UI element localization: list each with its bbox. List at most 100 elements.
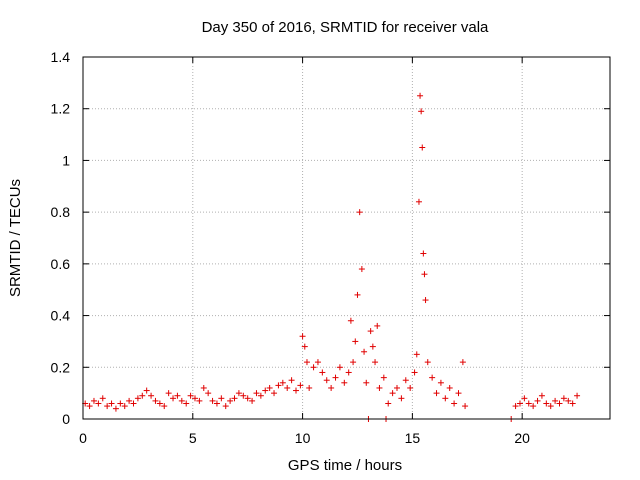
data-point (299, 333, 306, 340)
y-tick-label: 0.8 (51, 204, 71, 220)
data-point (222, 403, 229, 410)
data-point (455, 390, 462, 397)
data-point (178, 397, 185, 404)
data-point (552, 397, 559, 404)
y-tick-label: 1.4 (51, 49, 71, 65)
data-point (462, 403, 469, 410)
data-point (95, 400, 102, 407)
data-point (442, 395, 449, 402)
data-point (328, 384, 335, 391)
data-point (121, 403, 128, 410)
data-point (139, 392, 146, 399)
data-point (235, 390, 242, 397)
data-point (310, 364, 317, 371)
data-point (538, 392, 545, 399)
data-point (525, 400, 532, 407)
data-point (521, 395, 528, 402)
data-point (530, 403, 537, 410)
data-point (394, 384, 401, 391)
data-point (174, 392, 181, 399)
axes (82, 56, 611, 420)
data-point (314, 359, 321, 366)
data-point (319, 369, 326, 376)
data-point (347, 317, 354, 324)
data-point (385, 400, 392, 407)
data-point (415, 198, 422, 205)
data-point (418, 108, 425, 115)
data-point (152, 397, 159, 404)
data-point (352, 338, 359, 345)
data-point (398, 395, 405, 402)
data-point (187, 392, 194, 399)
data-point (374, 322, 381, 329)
data-point (86, 403, 93, 410)
data-point (112, 405, 119, 412)
data-point (417, 92, 424, 99)
data-point (361, 348, 368, 355)
data-point (419, 144, 426, 151)
data-point (104, 403, 111, 410)
y-tick-label: 1 (62, 152, 70, 168)
data-point (336, 364, 343, 371)
data-point (262, 387, 269, 394)
data-point (130, 400, 137, 407)
data-point (437, 379, 444, 386)
data-point (271, 390, 278, 397)
data-point (356, 209, 363, 216)
x-tick-label: 15 (405, 430, 421, 446)
y-tick-label: 0.2 (51, 359, 71, 375)
y-tick-label: 0.4 (51, 308, 71, 324)
data-point (161, 403, 168, 410)
data-point (205, 390, 212, 397)
data-point (565, 397, 572, 404)
data-points (82, 92, 581, 422)
data-point (547, 403, 554, 410)
data-point (350, 359, 357, 366)
data-point (196, 397, 203, 404)
data-point (367, 328, 374, 335)
data-point (143, 387, 150, 394)
data-point (421, 271, 428, 278)
data-point (240, 392, 247, 399)
data-point (279, 379, 286, 386)
data-point (420, 250, 427, 257)
data-point (170, 395, 177, 402)
x-tick-label: 5 (189, 430, 197, 446)
data-point (402, 377, 409, 384)
plot-frame (82, 56, 611, 420)
data-point (126, 397, 133, 404)
data-point (90, 397, 97, 404)
data-point (354, 291, 361, 298)
data-point (560, 395, 567, 402)
y-axis-label: SRMTID / TECUs (7, 179, 24, 297)
y-tick-label: 0.6 (51, 256, 71, 272)
data-point (244, 395, 251, 402)
data-point (369, 343, 376, 350)
data-point (459, 359, 466, 366)
chart-title: Day 350 of 2016, SRMTID for receiver val… (202, 19, 489, 36)
data-point (411, 369, 418, 376)
x-tick-label: 10 (295, 430, 311, 446)
data-point (183, 400, 190, 407)
data-point (569, 400, 576, 407)
data-point (358, 266, 365, 273)
tick-labels: 0 0.2 0.4 0.6 0.8 1 1.2 1.4 0 5 10 15 20 (51, 49, 531, 446)
data-point (257, 392, 264, 399)
data-point (231, 395, 238, 402)
data-point (516, 400, 523, 407)
data-point (191, 395, 198, 402)
data-point (134, 395, 141, 402)
data-point (303, 359, 310, 366)
data-point (284, 384, 291, 391)
data-point (99, 395, 106, 402)
grid-lines (83, 57, 610, 419)
data-point (380, 374, 387, 381)
data-point (156, 400, 163, 407)
data-point (253, 390, 260, 397)
y-tick-label: 1.2 (51, 101, 71, 117)
data-point (424, 359, 431, 366)
data-point (407, 384, 414, 391)
x-tick-label: 0 (79, 430, 87, 446)
data-point (218, 395, 225, 402)
data-point (275, 382, 282, 389)
